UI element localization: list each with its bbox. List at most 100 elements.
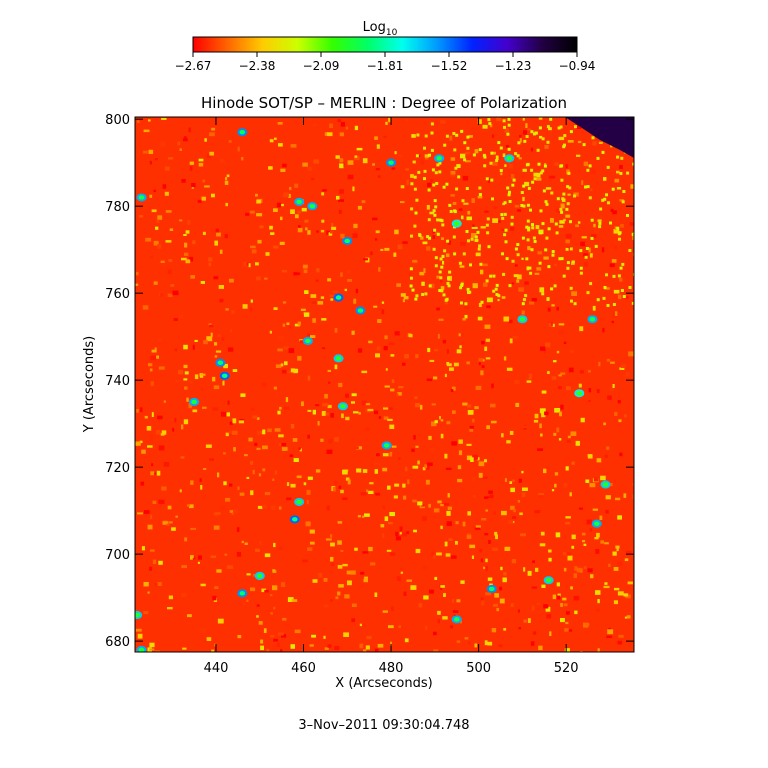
noise-speck xyxy=(461,215,464,220)
noise-speck xyxy=(188,504,194,509)
noise-speck xyxy=(478,472,483,478)
noise-speck xyxy=(478,461,485,467)
noise-speck xyxy=(463,202,469,205)
noise-speck xyxy=(422,467,426,471)
noise-speck xyxy=(562,274,566,278)
noise-speck xyxy=(484,210,489,213)
noise-speck xyxy=(510,174,515,179)
noise-speck xyxy=(149,642,155,648)
noise-speck xyxy=(540,531,545,536)
noise-speck xyxy=(551,250,555,254)
noise-speck xyxy=(484,346,488,351)
noise-speck xyxy=(307,476,313,480)
noise-speck xyxy=(508,520,514,524)
noise-speck xyxy=(543,604,549,609)
noise-speck xyxy=(374,410,379,415)
noise-speck xyxy=(357,205,362,210)
noise-speck xyxy=(338,199,344,202)
noise-speck xyxy=(583,261,588,267)
noise-speck xyxy=(485,279,489,283)
noise-speck xyxy=(278,143,283,147)
noise-speck xyxy=(474,238,479,242)
noise-speck xyxy=(197,555,202,560)
noise-speck xyxy=(236,527,240,532)
noise-speck xyxy=(317,301,324,305)
noise-speck xyxy=(449,210,453,213)
noise-speck xyxy=(216,569,222,573)
noise-speck xyxy=(151,463,154,467)
noise-speck xyxy=(499,169,503,172)
noise-speck xyxy=(432,554,436,559)
noise-speck xyxy=(525,123,528,128)
noise-speck xyxy=(474,149,479,154)
noise-speck xyxy=(485,509,488,512)
noise-speck xyxy=(278,506,282,510)
noise-speck xyxy=(523,130,527,135)
noise-speck xyxy=(447,506,452,510)
noise-speck xyxy=(252,469,255,475)
noise-speck xyxy=(548,557,552,562)
noise-speck xyxy=(321,192,325,196)
noise-speck xyxy=(517,209,521,212)
noise-speck xyxy=(373,305,378,308)
noise-speck xyxy=(227,565,233,569)
noise-speck xyxy=(434,576,438,580)
noise-speck xyxy=(294,272,301,276)
noise-speck xyxy=(605,495,611,500)
noise-speck xyxy=(391,379,395,383)
noise-speck xyxy=(215,350,222,353)
noise-speck xyxy=(443,593,446,597)
noise-speck xyxy=(564,648,570,652)
noise-speck xyxy=(410,276,413,280)
noise-speck xyxy=(462,252,466,256)
noise-speck xyxy=(376,453,380,457)
noise-speck xyxy=(288,193,291,198)
noise-speck xyxy=(179,489,182,493)
noise-speck xyxy=(209,458,214,461)
noise-speck xyxy=(334,645,340,650)
noise-speck xyxy=(439,416,441,420)
noise-speck xyxy=(309,644,314,647)
noise-speck xyxy=(158,366,165,370)
noise-speck xyxy=(533,419,539,423)
noise-speck xyxy=(433,376,438,380)
noise-speck xyxy=(384,385,390,388)
noise-speck xyxy=(547,265,551,269)
noise-speck xyxy=(534,510,541,514)
noise-speck xyxy=(315,467,319,472)
noise-speck xyxy=(500,566,503,571)
noise-speck xyxy=(588,196,592,200)
noise-speck xyxy=(439,279,443,283)
noise-speck xyxy=(250,299,253,303)
noise-speck xyxy=(325,412,329,416)
noise-speck xyxy=(514,380,520,385)
noise-speck xyxy=(580,241,586,247)
noise-speck xyxy=(237,146,240,152)
noise-speck xyxy=(460,580,465,584)
noise-speck xyxy=(399,567,403,571)
noise-speck xyxy=(619,172,623,175)
noise-speck xyxy=(390,388,395,392)
noise-speck xyxy=(376,346,381,351)
noise-speck xyxy=(143,611,149,614)
noise-speck xyxy=(458,450,463,456)
noise-speck xyxy=(160,260,165,263)
noise-speck xyxy=(327,369,331,372)
noise-speck xyxy=(165,210,172,213)
noise-speck xyxy=(477,119,482,124)
noise-speck xyxy=(501,510,507,516)
noise-speck xyxy=(569,130,573,134)
noise-speck xyxy=(436,307,440,311)
noise-speck xyxy=(573,573,577,579)
noise-speck xyxy=(304,219,309,223)
noise-speck xyxy=(464,302,468,306)
noise-speck xyxy=(434,256,438,260)
noise-speck xyxy=(135,283,139,286)
noise-speck xyxy=(323,604,329,608)
noise-speck xyxy=(284,361,288,366)
noise-speck xyxy=(148,119,151,122)
noise-speck xyxy=(330,231,334,234)
noise-speck xyxy=(622,190,626,193)
noise-speck xyxy=(447,493,450,498)
noise-speck xyxy=(512,479,515,482)
